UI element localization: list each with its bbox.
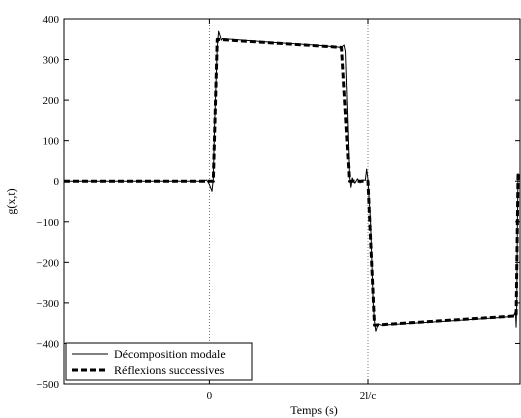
x-tick-label: 0	[207, 390, 213, 402]
series-line-reflections	[64, 37, 520, 327]
y-tick-label: 0	[54, 176, 60, 188]
y-tick-label: −300	[36, 298, 59, 310]
y-axis-ticks: 400 300 200 100 0 −100 −200 −300 −400 −500	[36, 14, 520, 391]
legend-label-modal: Décomposition modale	[114, 347, 226, 361]
y-tick-label: 200	[43, 95, 60, 107]
legend-box	[65, 342, 253, 381]
y-tick-label: 300	[43, 55, 60, 67]
x-axis-ticks: 0 2l/c	[207, 19, 377, 402]
x-tick-label: 2l/c	[360, 390, 377, 402]
y-tick-label: 100	[43, 136, 60, 148]
y-tick-label: 400	[43, 14, 60, 26]
y-axis-label: g(x,t)	[4, 188, 18, 214]
plot-frame	[63, 18, 521, 385]
plot-area	[63, 18, 521, 385]
legend: Décomposition modale Réflexions successi…	[65, 342, 253, 381]
y-tick-label: −400	[36, 338, 59, 350]
y-tick-label: −200	[36, 257, 59, 269]
x-axis-label: Temps (s)	[290, 403, 337, 417]
y-tick-label: −500	[36, 379, 59, 391]
y-tick-label: −100	[36, 217, 59, 229]
legend-label-reflections: Réflexions successives	[114, 363, 225, 377]
